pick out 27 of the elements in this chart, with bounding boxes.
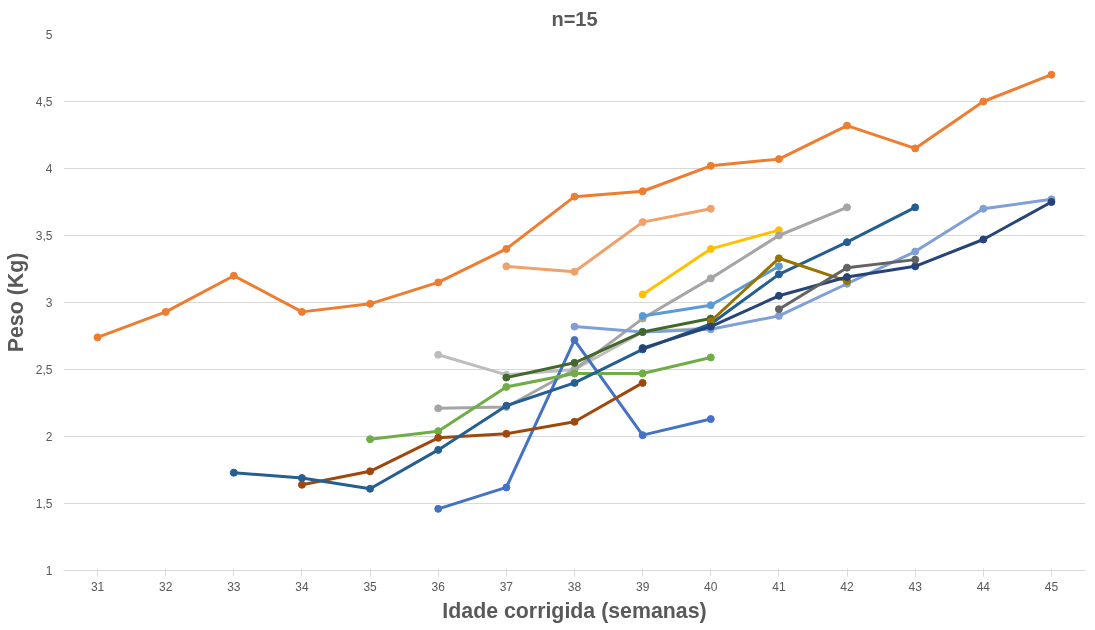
y-tick-label: 5 bbox=[45, 28, 53, 42]
x-axis-title: Idade corrigida (semanas) bbox=[442, 598, 707, 623]
x-tick-label: 45 bbox=[1044, 579, 1059, 594]
x-tick-label: 35 bbox=[363, 579, 378, 594]
x-tick-label: 33 bbox=[227, 579, 241, 594]
y-tick-label: 2,5 bbox=[35, 363, 53, 377]
x-tick-label: 38 bbox=[567, 579, 582, 594]
y-tick-label: 1,5 bbox=[35, 497, 53, 511]
x-tick-label: 42 bbox=[840, 579, 855, 594]
x-tick-label: 34 bbox=[295, 579, 309, 594]
y-tick-label: 3,5 bbox=[35, 229, 53, 243]
x-tick-label: 40 bbox=[704, 579, 718, 594]
chart-title: n=15 bbox=[551, 7, 598, 30]
y-tick-label: 4,5 bbox=[35, 95, 53, 109]
x-tick-label: 43 bbox=[908, 579, 923, 594]
y-tick-label: 1 bbox=[45, 564, 53, 578]
x-tick-label: 39 bbox=[635, 579, 650, 594]
x-tick-label: 44 bbox=[976, 579, 991, 594]
y-tick-label: 4 bbox=[45, 162, 53, 176]
x-tick-label: 31 bbox=[90, 579, 105, 594]
x-tick-label: 36 bbox=[431, 579, 446, 594]
x-tick-label: 41 bbox=[772, 579, 786, 594]
x-tick-label: 37 bbox=[499, 579, 514, 594]
x-tick-label: 32 bbox=[159, 579, 173, 594]
y-tick-label: 3 bbox=[45, 296, 53, 310]
y-axis-title: Peso (Kg) bbox=[3, 252, 28, 353]
y-tick-label: 2 bbox=[45, 430, 53, 444]
